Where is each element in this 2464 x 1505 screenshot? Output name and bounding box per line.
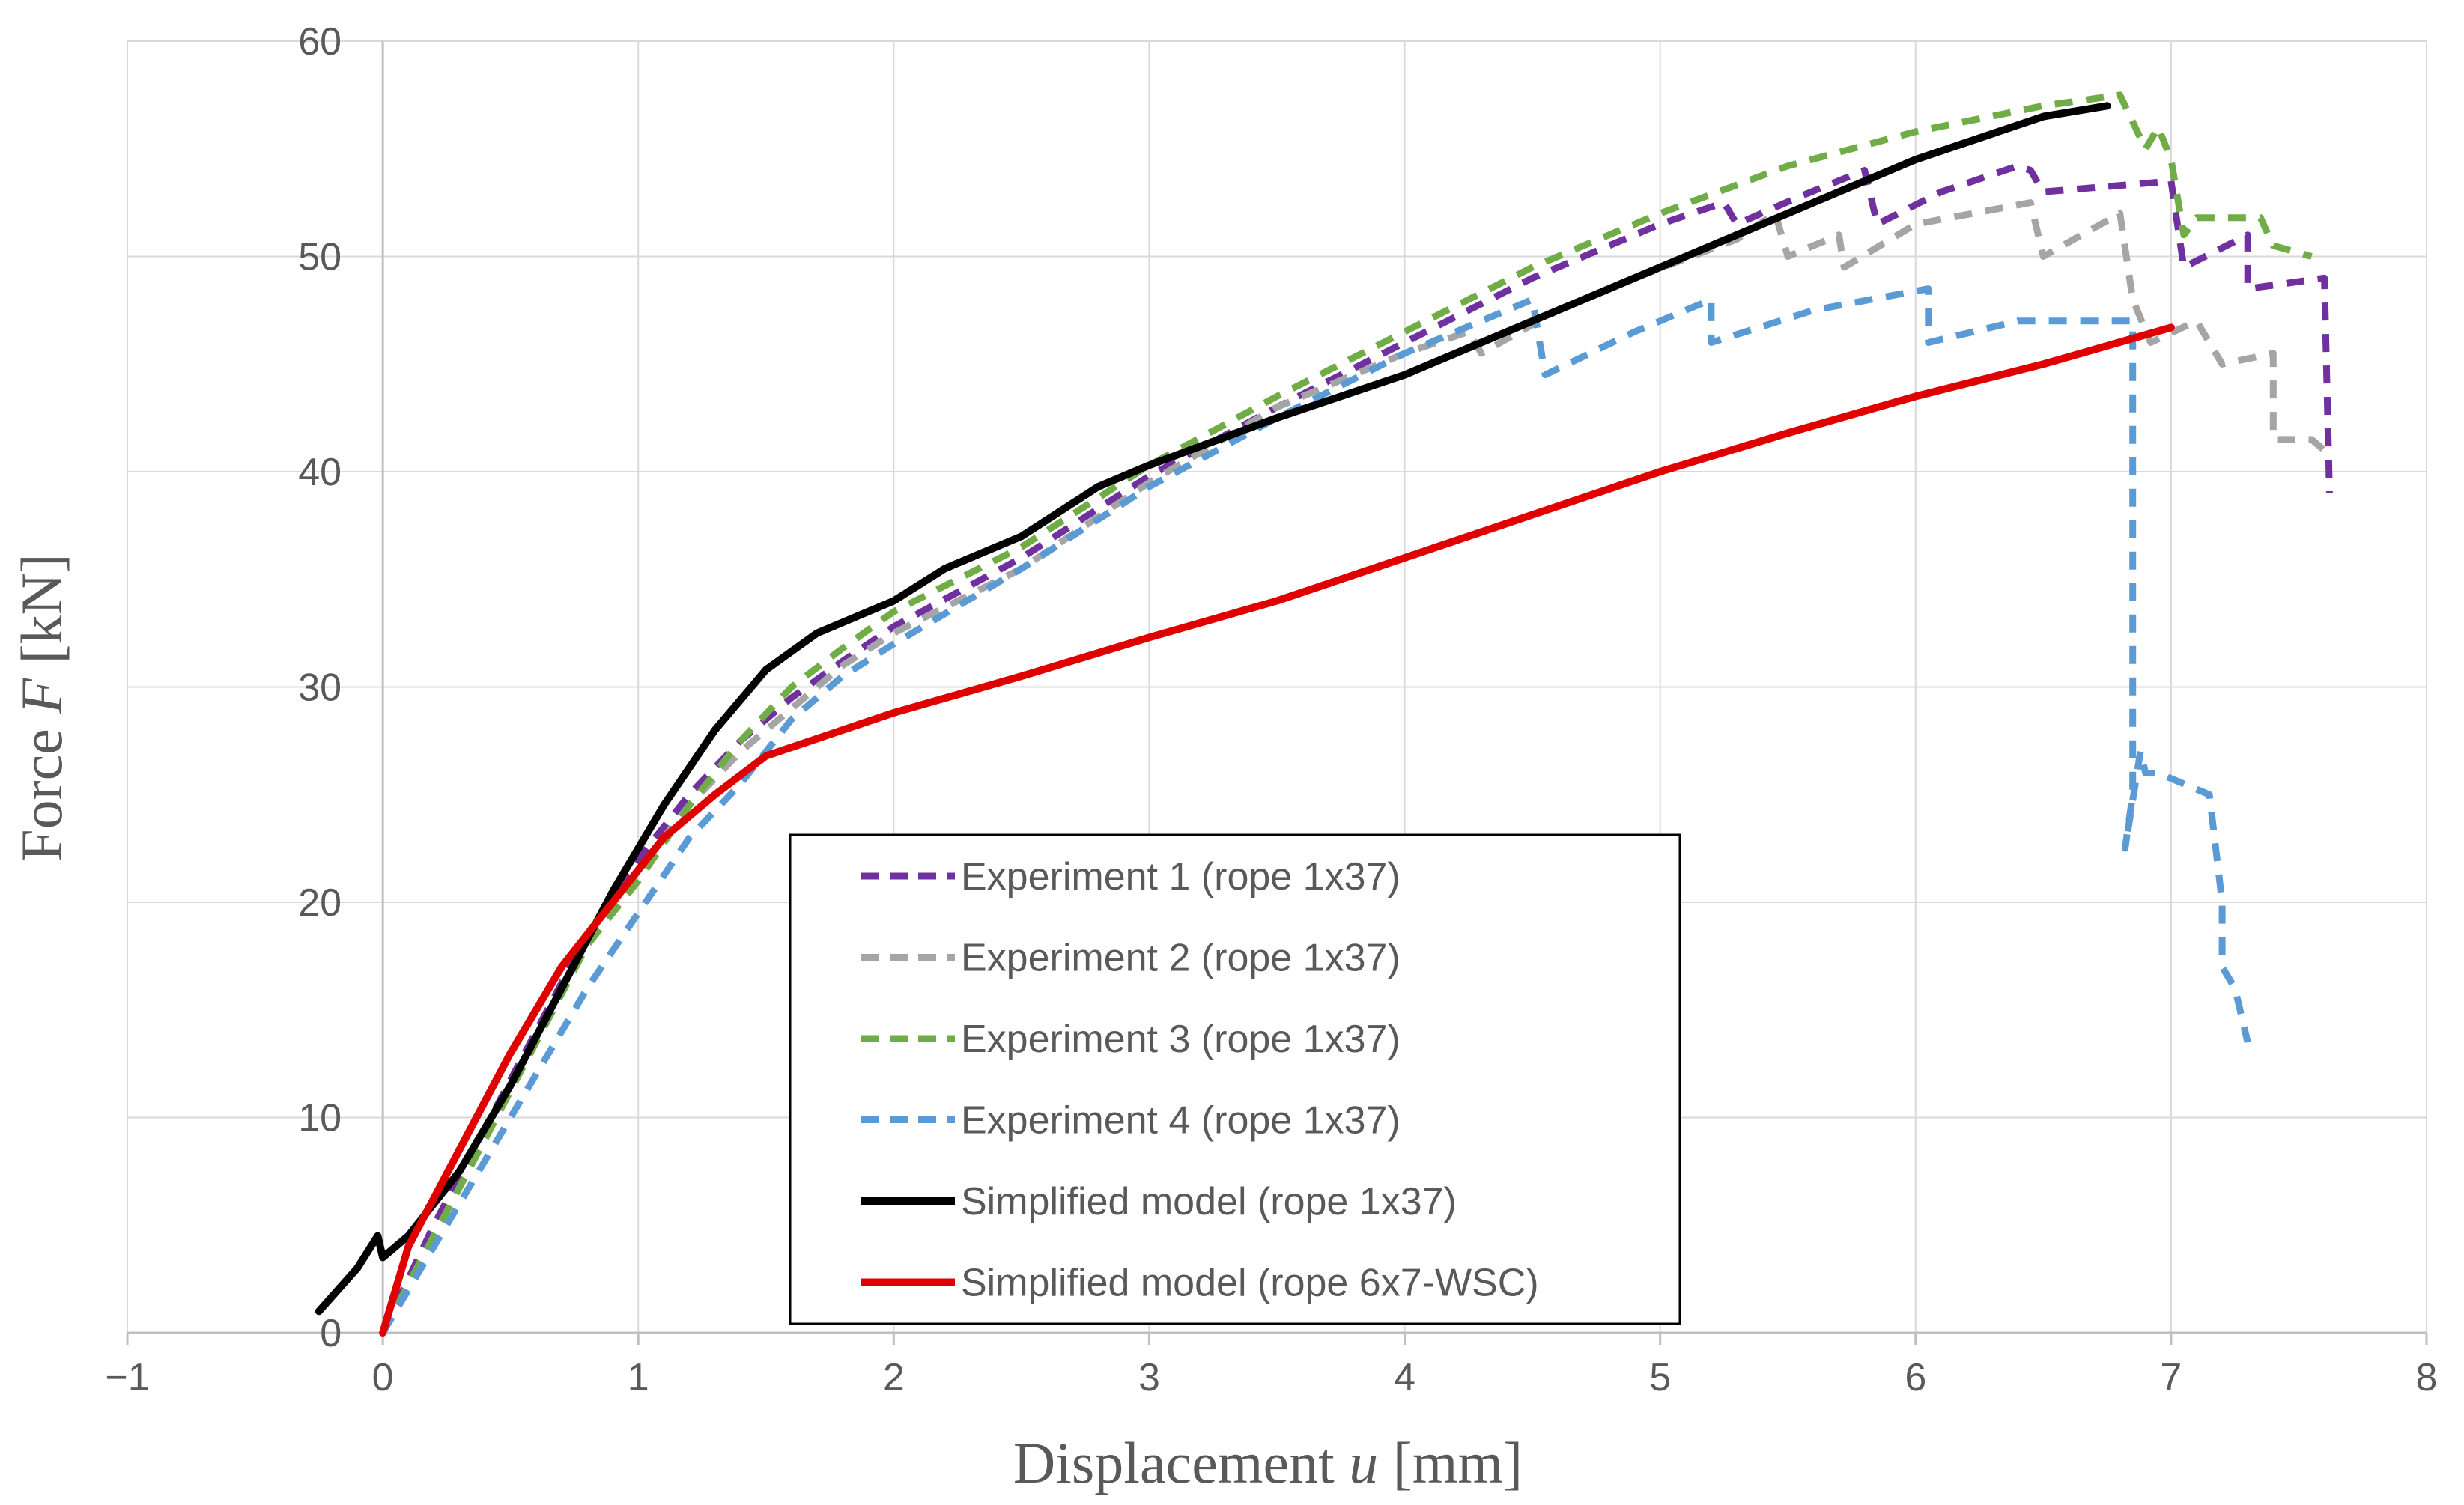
- legend-box: [789, 833, 1681, 1325]
- x-tick-label: 5: [1649, 1356, 1671, 1399]
- x-tick-label: 1: [628, 1356, 649, 1399]
- x-axis-title: Displacement u [mm]: [1013, 1430, 1523, 1495]
- legend: Experiment 1 (rope 1x37) Experiment 2 (ro…: [789, 833, 1681, 1325]
- legend-label-1: Experiment 1 (rope 1x37): [961, 855, 1401, 899]
- x-tick-label: 6: [1905, 1356, 1926, 1399]
- x-tick-label: −1: [105, 1356, 149, 1399]
- y-tick-label: 10: [298, 1097, 342, 1140]
- y-axis-title: Force F [kN]: [9, 553, 74, 862]
- series-line-6: [379, 323, 2175, 1337]
- y-tick-label: 50: [298, 236, 342, 279]
- legend-label-5: Simplified model (rope 1x37): [961, 1180, 1457, 1223]
- data-series: [315, 91, 2333, 1337]
- y-tick-label: 40: [298, 451, 342, 494]
- x-tick-label: 0: [372, 1356, 394, 1399]
- y-tick-label: 30: [298, 666, 342, 710]
- x-tick-label: 7: [2160, 1356, 2182, 1399]
- x-tick-label: 4: [1394, 1356, 1415, 1399]
- legend-label-3: Experiment 3 (rope 1x37): [961, 1018, 1401, 1061]
- legend-label-6: Simplified model (rope 6x7-WSC): [961, 1262, 1539, 1305]
- axes: [126, 41, 2428, 1345]
- y-tick-label: 60: [298, 20, 342, 64]
- y-tick-label: 0: [320, 1312, 342, 1355]
- tick-labels: −1 0 1 2 3 4 5 6 7 8 0 10 20 30 40 50 60: [105, 20, 2437, 1399]
- series-line-4: [380, 285, 2251, 1335]
- y-tick-label: 20: [298, 881, 342, 925]
- x-tick-label: 8: [2416, 1356, 2438, 1399]
- legend-label-2: Experiment 2 (rope 1x37): [961, 937, 1401, 980]
- x-tick-label: 2: [883, 1356, 905, 1399]
- x-tick-label: 3: [1138, 1356, 1160, 1399]
- series-line-1: [380, 162, 2333, 1334]
- legend-label-4: Experiment 4 (rope 1x37): [961, 1099, 1401, 1143]
